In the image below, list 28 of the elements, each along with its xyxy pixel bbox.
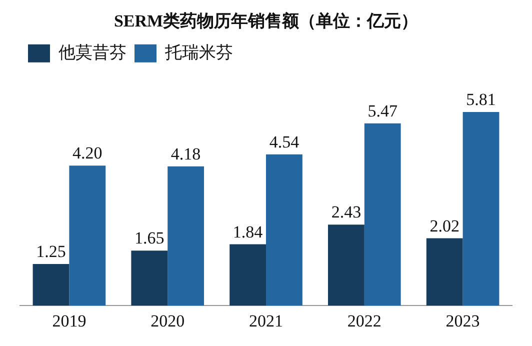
- bar: [364, 123, 401, 306]
- data-label: 1.25: [36, 242, 66, 261]
- bar: [69, 166, 106, 306]
- data-label: 2.02: [430, 216, 460, 236]
- x-tick-label: 2020: [150, 311, 185, 330]
- bar: [131, 250, 168, 306]
- x-tick-label: 2023: [446, 311, 480, 330]
- data-label: 5.81: [466, 90, 496, 110]
- data-label: 4.18: [170, 144, 201, 164]
- x-tick-label: 2019: [52, 311, 86, 330]
- data-label: 1.84: [232, 222, 264, 242]
- bar: [32, 264, 70, 306]
- data-label: 2.43: [331, 202, 362, 222]
- x-tick-label: 2022: [347, 311, 382, 330]
- data-label: 5.47: [368, 101, 398, 120]
- data-label: 4.54: [269, 132, 300, 152]
- legend-label: 他莫昔芬: [58, 42, 126, 62]
- chart-title: SERM类药物历年销售额（单位：亿元）: [114, 12, 418, 31]
- bar: [426, 238, 463, 306]
- x-tick-label: 2021: [249, 311, 283, 330]
- bar: [266, 154, 302, 306]
- data-label: 4.20: [72, 144, 102, 163]
- bar: [168, 166, 204, 306]
- data-label: 1.65: [134, 228, 164, 248]
- bar: [230, 244, 266, 306]
- legend-label: 托瑞米芬: [164, 42, 233, 62]
- bar: [328, 224, 364, 306]
- bar: [462, 112, 500, 306]
